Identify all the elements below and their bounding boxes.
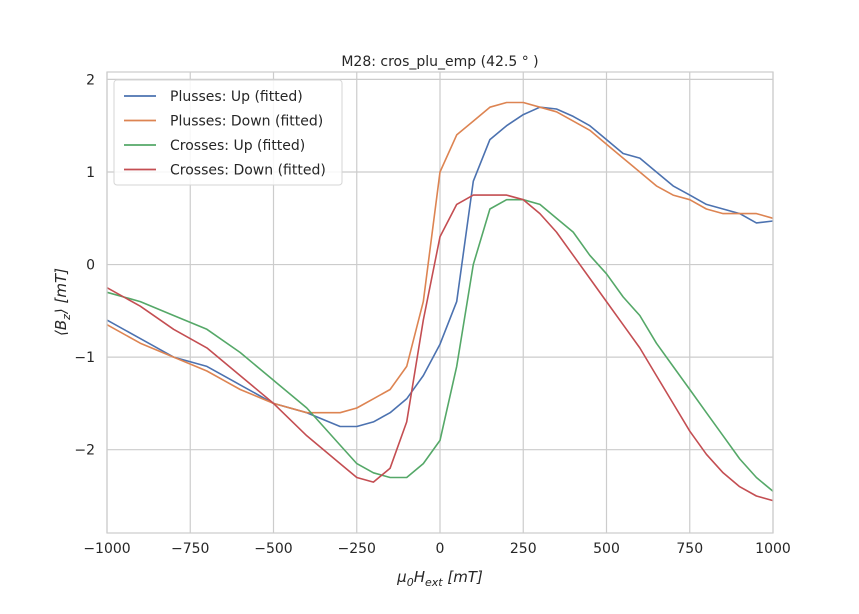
tick-labels: −1000 −750 −500 −250 0 250 500 750 1000 −2 −1 0 1 2: [74, 72, 790, 557]
series-line-3: [106, 194, 774, 502]
chart-title: M28: cros_plu_emp (42.5 ° ): [341, 54, 538, 70]
plot-frame: [106, 71, 774, 534]
legend-label: Plusses: Down (fitted): [170, 114, 323, 130]
legend-label: Plusses: Up (fitted): [170, 89, 303, 105]
legend-label: Crosses: Up (fitted): [170, 138, 305, 154]
y-tick-label: 0: [86, 258, 95, 274]
series-line-1: [106, 101, 774, 414]
x-tick-label: 0: [436, 541, 445, 557]
x-tick-label: 250: [510, 541, 537, 557]
series-line-2: [106, 198, 774, 492]
x-tick-label: −500: [254, 541, 292, 557]
series-lines: [106, 101, 774, 502]
legend-box: [113, 79, 343, 186]
x-axis-label: μ0Hext [mT]: [396, 568, 483, 589]
x-tick-label: 750: [676, 541, 703, 557]
legend: Plusses: Up (fitted) Plusses: Down (fitte…: [113, 79, 343, 186]
y-tick-label: 1: [86, 165, 95, 181]
y-axis-label: ⟨Bz⟩ [mT]: [52, 268, 73, 336]
y-tick-label: −1: [74, 350, 95, 366]
x-tick-label: −750: [171, 541, 209, 557]
legend-label: Crosses: Down (fitted): [170, 163, 326, 179]
x-tick-label: 1000: [755, 541, 791, 557]
y-tick-label: −2: [74, 443, 95, 459]
x-tick-label: −250: [338, 541, 376, 557]
y-tick-label: 2: [86, 72, 95, 88]
x-tick-label: 500: [593, 541, 620, 557]
x-tick-label: −1000: [83, 541, 130, 557]
